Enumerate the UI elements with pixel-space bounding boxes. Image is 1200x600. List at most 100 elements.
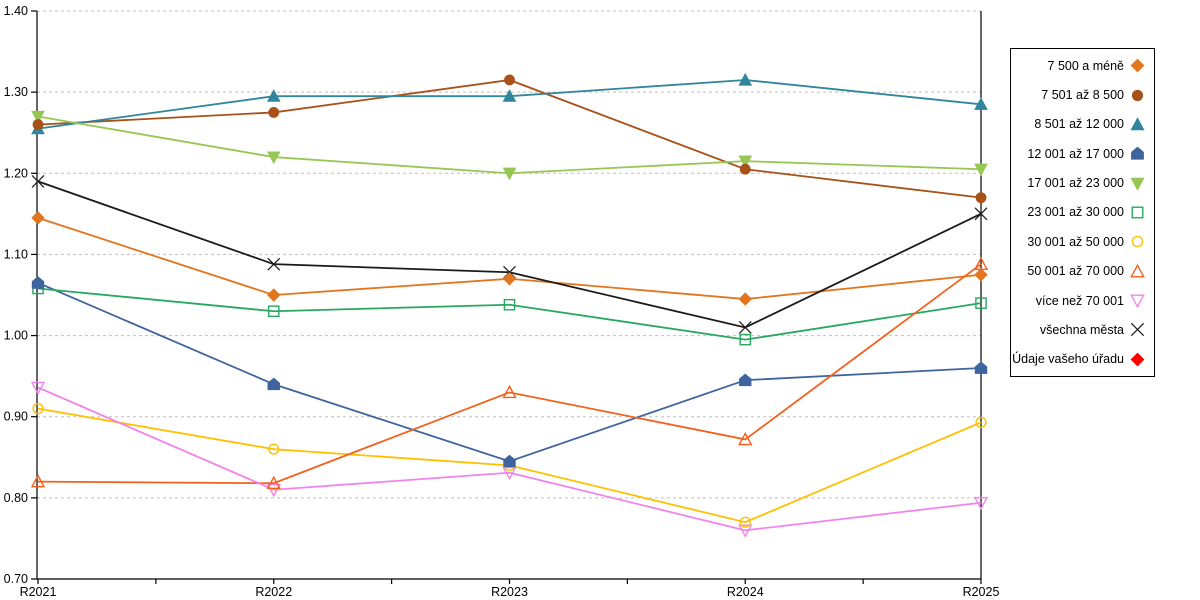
marker-diamond — [738, 292, 752, 306]
marker-pentagon — [503, 454, 516, 468]
marker-square — [1131, 206, 1144, 219]
marker-triangle-up — [1130, 117, 1145, 131]
x-tick-label: R2024 — [727, 585, 764, 599]
series-line — [37, 386, 982, 532]
marker-triangle-up — [738, 431, 753, 446]
y-tick-label: 0.70 — [4, 572, 28, 586]
triangle-down-legend-icon — [1130, 177, 1145, 191]
marker-triangle-up — [266, 89, 281, 102]
square-legend-icon — [1131, 206, 1144, 219]
legend-label: 7 500 a méně — [1047, 58, 1124, 73]
marker-square — [267, 305, 280, 318]
legend-item: 23 001 až 30 000 — [1011, 199, 1154, 226]
marker-triangle-up — [502, 384, 517, 399]
marker-triangle-up — [30, 474, 46, 488]
legend-item: 50 001 až 70 000 — [1011, 258, 1154, 285]
marker-triangle-down — [30, 381, 46, 395]
triangle-up-legend-icon — [1130, 263, 1145, 278]
legend-label: 23 001 až 30 000 — [1027, 205, 1124, 220]
circle-legend-icon — [1131, 236, 1144, 248]
y-tick-label: 1.20 — [4, 166, 28, 180]
y-tick-label: 1.40 — [4, 4, 28, 18]
marker-triangle-down — [266, 483, 281, 498]
marker-circle — [739, 163, 751, 175]
series-line — [37, 287, 982, 341]
x-tick-label: R2023 — [491, 585, 528, 599]
marker-circle — [268, 443, 280, 455]
marker-diamond — [267, 288, 281, 302]
marker-x — [267, 257, 281, 271]
marker-triangle-down — [738, 155, 753, 169]
legend-item: 7 501 až 8 500 — [1011, 82, 1154, 109]
legend-item: všechna města — [1011, 316, 1154, 343]
y-tick-label: 1.30 — [4, 85, 28, 99]
triangle-up-legend-icon — [1130, 117, 1145, 131]
marker-x — [974, 207, 988, 221]
marker-square — [503, 298, 516, 311]
marker-triangle-down — [31, 110, 45, 124]
series-line — [37, 217, 982, 300]
marker-triangle-up — [502, 89, 517, 102]
series-line — [37, 79, 982, 130]
marker-x — [1130, 323, 1145, 337]
series-line — [37, 263, 982, 485]
y-tick-label: 0.80 — [4, 491, 28, 505]
marker-triangle-down — [974, 163, 988, 177]
marker-pentagon — [267, 377, 280, 391]
diamond-legend-icon — [1130, 352, 1145, 367]
legend-label: Údaje vašeho úřadu — [1012, 352, 1124, 367]
pentagon-legend-icon — [1131, 146, 1144, 160]
marker-diamond — [1130, 352, 1145, 367]
legend-label: 12 001 až 17 000 — [1027, 146, 1124, 161]
marker-circle — [975, 192, 987, 204]
x-tick-label: R2022 — [255, 585, 292, 599]
x-tick-label: R2025 — [963, 585, 1000, 599]
triangle-down-legend-icon — [1130, 294, 1145, 309]
marker-square — [739, 333, 752, 346]
marker-circle — [32, 402, 44, 415]
legend-item: 7 500 a méně — [1011, 52, 1154, 79]
series-line — [37, 115, 982, 175]
marker-pentagon — [1131, 146, 1144, 160]
legend-label: 30 001 až 50 000 — [1027, 234, 1124, 249]
y-tick-label: 1.00 — [4, 329, 28, 343]
marker-triangle-up — [974, 97, 988, 110]
marker-triangle-down — [266, 151, 281, 165]
marker-circle — [32, 119, 44, 131]
marker-triangle-up — [738, 72, 753, 86]
legend-label: 8 501 až 12 000 — [1034, 117, 1124, 132]
legend-item: 30 001 až 50 000 — [1011, 228, 1154, 255]
legend-item: 12 001 až 17 000 — [1011, 140, 1154, 167]
legend: 7 500 a méně 7 501 až 8 500 8 501 až 12 00… — [1010, 48, 1155, 377]
marker-circle — [1131, 89, 1144, 101]
legend-label: více než 70 001 — [1035, 293, 1124, 308]
marker-triangle-down — [502, 466, 517, 481]
marker-circle — [1131, 236, 1144, 248]
legend-label: všechna města — [1039, 322, 1124, 337]
marker-diamond — [502, 272, 517, 286]
marker-circle — [268, 107, 280, 118]
marker-pentagon — [31, 276, 45, 289]
legend-item: Údaje vašeho úřadu — [1011, 346, 1154, 373]
legend-item: 8 501 až 12 000 — [1011, 111, 1154, 138]
x-legend-icon — [1130, 323, 1145, 337]
marker-triangle-down — [502, 167, 517, 181]
marker-diamond — [31, 211, 45, 225]
marker-circle — [504, 74, 515, 86]
marker-pentagon — [974, 361, 988, 374]
diamond-legend-icon — [1130, 58, 1145, 73]
x-tick-label: R2021 — [20, 585, 57, 599]
marker-triangle-down — [1130, 294, 1145, 309]
marker-diamond — [974, 268, 988, 282]
marker-triangle-down — [973, 496, 989, 511]
marker-triangle-up — [266, 475, 281, 490]
marker-x — [738, 321, 752, 334]
legend-label: 7 501 až 8 500 — [1041, 88, 1124, 103]
legend-label: 50 001 až 70 000 — [1027, 264, 1124, 279]
marker-pentagon — [739, 373, 752, 387]
legend-label: 17 001 až 23 000 — [1027, 176, 1124, 191]
marker-square — [975, 297, 987, 309]
circle-legend-icon — [1131, 89, 1144, 101]
marker-diamond — [1130, 58, 1145, 73]
y-tick-label: 0.90 — [4, 410, 28, 424]
